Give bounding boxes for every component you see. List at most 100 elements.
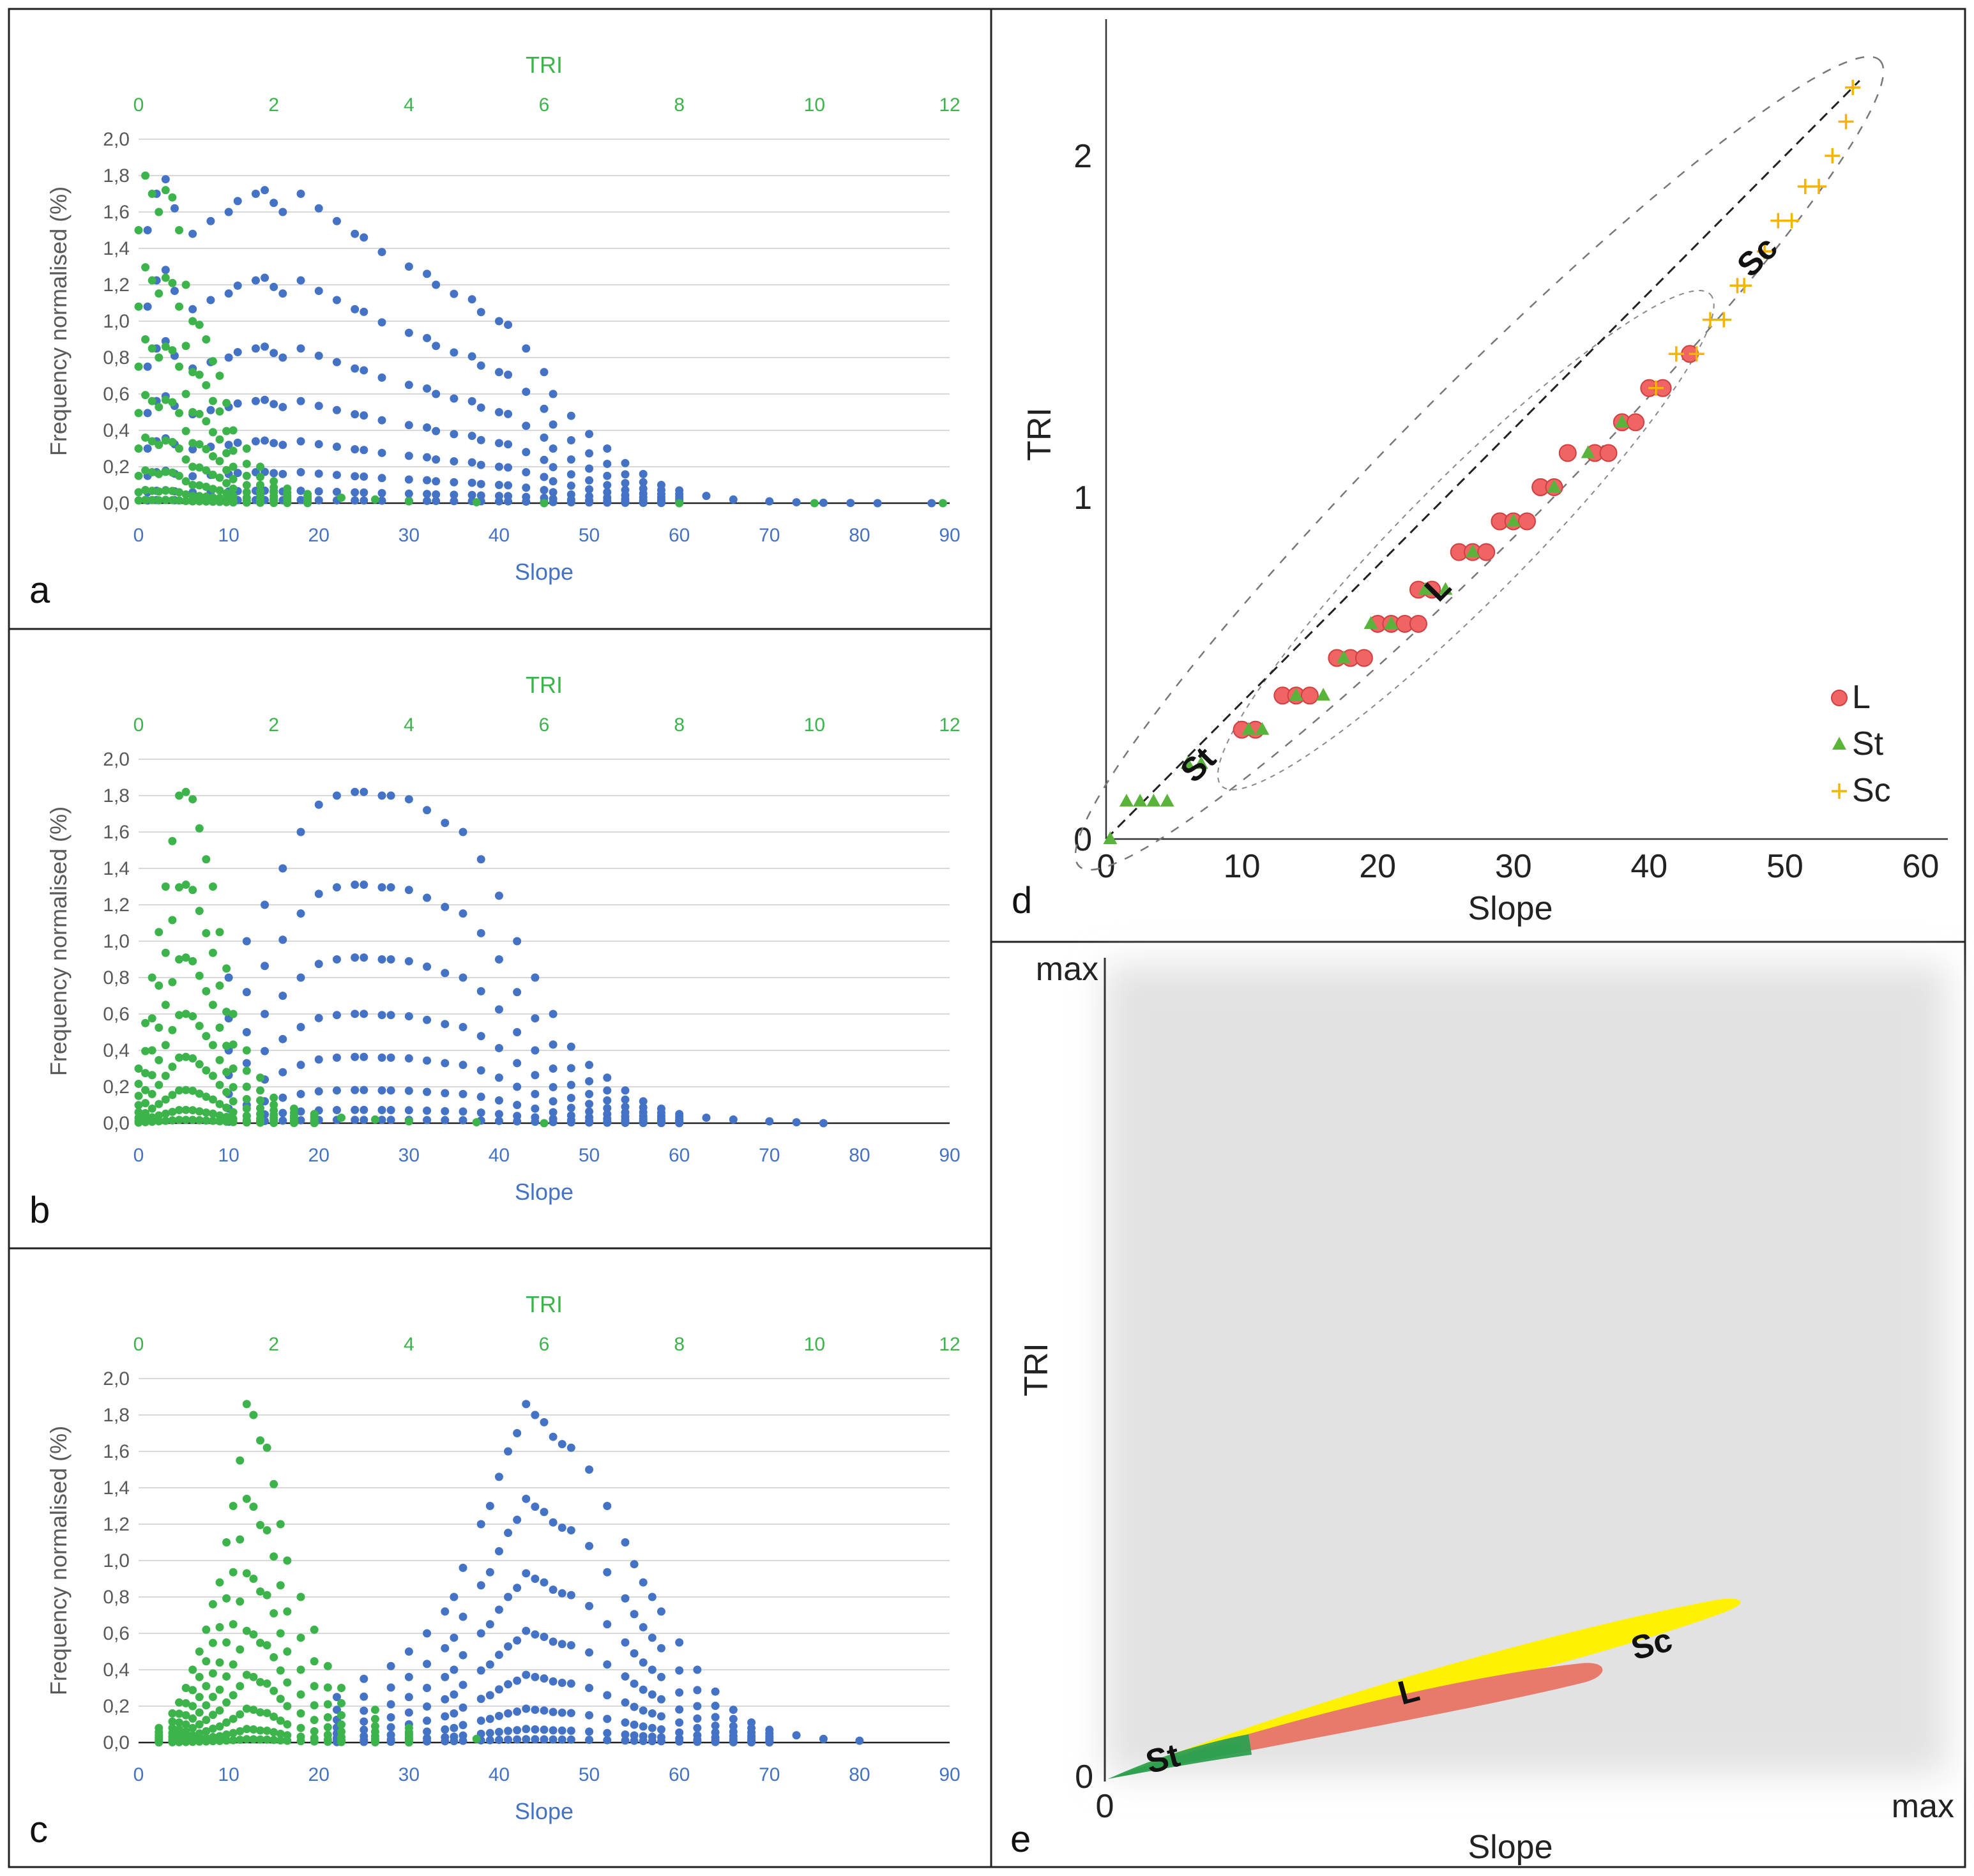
panel-a-point-tri (202, 335, 211, 344)
panel-c-x2tick-label: 4 (404, 1334, 414, 1355)
panel-a-point-slope (314, 440, 323, 449)
panel-b-point-tri (222, 1041, 231, 1050)
panel-b-ytick-label: 0,2 (103, 1077, 130, 1098)
panel-c-point-slope (386, 1683, 395, 1692)
panel-c-point-tri (310, 1682, 319, 1691)
panel-b-point-slope (513, 1028, 522, 1036)
panel-a-point-slope (423, 269, 432, 278)
panel-b-point-slope (639, 1097, 648, 1106)
panel-a-point-slope (873, 499, 882, 508)
panel-a-point-slope (476, 361, 485, 370)
panel-a-point-slope (467, 478, 476, 487)
panel-d-point-l (1558, 444, 1577, 462)
panel-d-point-l (1300, 686, 1319, 705)
panel-a-ylabel: Frequency normalised (%) (45, 186, 72, 456)
panel-c-point-slope (485, 1728, 494, 1737)
panel-b-point-slope (459, 1061, 467, 1070)
panel-a-xtick-label: 60 (669, 525, 690, 546)
panel-a-point-slope (603, 498, 612, 507)
panel-d-point-st (1316, 688, 1331, 701)
panel-b-point-slope (459, 1023, 467, 1032)
panel-b-point-slope (314, 960, 323, 969)
panel-c-point-tri (283, 1702, 292, 1711)
panel-b-ytick-label: 1,4 (103, 858, 130, 879)
panel-b-point-tri (202, 1032, 211, 1041)
panel-c-point-tri (181, 1684, 190, 1692)
panel-b-point-slope (459, 909, 467, 918)
panel-d-point-sc (1845, 80, 1861, 95)
panel-c-point-slope (711, 1687, 720, 1696)
panel-c-point-tri (370, 1706, 379, 1714)
panel-a-point-slope (522, 497, 531, 506)
panel-d-point-sc (1825, 148, 1841, 163)
panel-b-point-tri (155, 928, 163, 937)
panel-c-point-slope (540, 1418, 549, 1426)
panel-e-xtick-max: max (1892, 1788, 1954, 1825)
panel-a-point-tri (215, 473, 224, 482)
panel-a-point-slope (476, 435, 485, 444)
panel-c-point-slope (450, 1690, 459, 1699)
panel-a-point-tri (148, 397, 156, 405)
panel-c-point-tri (188, 1702, 197, 1711)
panel-b-point-tri (134, 1079, 143, 1088)
panel-b-point-slope (621, 1086, 630, 1095)
panel-b-x2tick-label: 2 (268, 715, 279, 736)
panel-c-point-tri (222, 1538, 231, 1547)
panel-b-ytick-label: 1,2 (103, 895, 130, 916)
panel-a-point-slope (423, 423, 432, 432)
panel-b-point-tri (161, 882, 170, 891)
panel-a-point-slope (432, 490, 441, 499)
panel-c-point-slope (639, 1623, 648, 1631)
panel-b-ytick-label: 2,0 (103, 749, 130, 770)
panel-b-point-tri (188, 886, 197, 895)
panel-a-point-slope (522, 448, 531, 457)
panel-a-point-tri (155, 495, 163, 504)
panel-c-point-slope (450, 1737, 459, 1746)
panel-b-point-tri (404, 1117, 413, 1126)
panel-d-point-st (1241, 722, 1256, 735)
panel-c-point-slope (657, 1644, 665, 1653)
panel-b-point-tri (148, 1089, 156, 1098)
panel-a-point-tri (215, 407, 224, 416)
panel-b-point-slope (332, 955, 341, 964)
panel-b-point-slope (351, 953, 360, 962)
panel-b-point-slope (242, 1028, 251, 1036)
panel-c-point-tri (222, 1718, 231, 1727)
panel-c-point-tri (283, 1647, 292, 1656)
panel-a-point-tri (141, 485, 150, 494)
panel-a-point-slope (450, 497, 459, 506)
panel-c-point-tri (202, 1737, 211, 1746)
panel-b-xtick-label: 20 (308, 1145, 330, 1166)
panel-a-point-tri (810, 499, 819, 508)
panel-a-point-tri (141, 466, 150, 475)
panel-b-point-slope (423, 1116, 432, 1124)
panel-b-point-slope (549, 1097, 558, 1106)
panel-b-point-tri (175, 1116, 183, 1124)
panel-c-point-slope (711, 1737, 720, 1746)
panel-a-point-slope (188, 472, 197, 481)
panel-c-point-slope (621, 1538, 630, 1547)
panel-a-point-slope (360, 366, 368, 375)
panel-b-point-slope (360, 1086, 368, 1094)
panel-b-point-tri (188, 795, 197, 804)
panel-c-point-slope (566, 1679, 575, 1688)
panel-e-letter: e (1010, 1819, 1031, 1860)
panel-d-point-st (1614, 414, 1629, 428)
panel-c-point-tri (229, 1736, 238, 1744)
panel-b-point-slope (404, 1054, 413, 1063)
panel-c-point-tri (296, 1690, 305, 1699)
panel-b-point-tri (155, 981, 163, 990)
panel-a-point-slope (467, 295, 476, 304)
panel-c-point-slope (675, 1688, 684, 1697)
panel-c-point-tri (222, 1730, 231, 1739)
panel-c-point-slope (513, 1676, 522, 1685)
panel-c-point-slope (729, 1706, 738, 1714)
panel-d-legend-marker-l (1831, 690, 1848, 706)
panel-b-point-tri (256, 1103, 264, 1112)
panel-a-point-tri (242, 498, 251, 507)
panel-c-point-tri (222, 1736, 231, 1745)
panel-c-point-slope (476, 1629, 485, 1638)
panel-b-point-slope (296, 1023, 305, 1032)
panel-c-point-tri (229, 1568, 238, 1577)
panel-a-point-tri (242, 481, 251, 490)
